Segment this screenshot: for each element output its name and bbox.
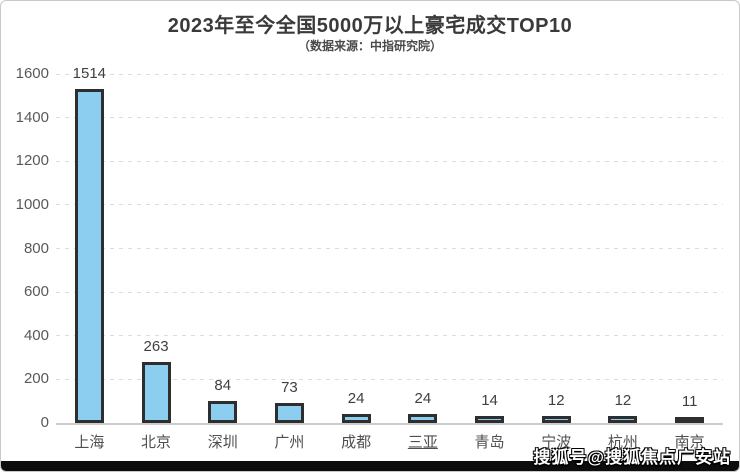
y-tick-label: 0 (40, 414, 49, 431)
x-tick-label: 三亚 (407, 434, 438, 451)
gridline (56, 73, 723, 75)
gridline (56, 117, 723, 119)
y-tick-label: 1000 (15, 195, 49, 213)
x-tick-label: 成都 (341, 434, 372, 451)
y-tick-label: 400 (23, 326, 49, 344)
bar-value-label: 24 (414, 390, 432, 407)
bar-value-label: 263 (143, 338, 169, 355)
y-tick-label: 1200 (15, 152, 49, 170)
x-tick-label: 南京 (674, 434, 705, 451)
bar-上海 (74, 89, 104, 423)
bar-青岛 (475, 416, 505, 423)
bar-南京 (675, 417, 705, 423)
bar-广州 (274, 403, 304, 423)
y-tick-label: 800 (23, 239, 49, 257)
x-tick-label: 北京 (141, 434, 172, 451)
y-tick-label: 1600 (15, 65, 49, 82)
bar-value-label: 12 (614, 392, 632, 409)
bar-成都 (341, 414, 371, 423)
gridline (56, 378, 723, 380)
x-tick-label: 广州 (274, 434, 305, 451)
gridline (56, 248, 723, 249)
y-tick-label: 200 (23, 370, 49, 388)
watermark: 搜狐号@搜狐焦点广安站 (533, 448, 731, 467)
x-tick-label: 青岛 (474, 434, 505, 451)
x-tick-label: 深圳 (207, 434, 238, 451)
bar-三亚 (408, 414, 438, 423)
chart-title: 2023年至今全国5000万以上豪宅成交TOP10 (167, 15, 573, 37)
bar-value-label: 84 (214, 377, 232, 394)
chart-subtitle: （数据来源：中指研究院） (297, 39, 442, 53)
bottom-black-bar (1, 461, 739, 471)
x-tick-label: 杭州 (607, 434, 638, 451)
bar-北京 (141, 362, 171, 423)
gridline (56, 291, 723, 293)
bar-深圳 (208, 401, 238, 423)
gridline (56, 160, 723, 162)
y-tick-label: 600 (23, 283, 49, 301)
bar-杭州 (608, 416, 638, 423)
gridline (56, 204, 723, 206)
bar-宁波 (541, 416, 571, 423)
bar-value-label: 24 (347, 390, 365, 407)
y-tick-label: 1400 (15, 108, 49, 126)
bar-value-label: 1514 (72, 65, 107, 82)
gridline (56, 335, 723, 337)
plot-area (56, 73, 723, 425)
bar-value-label: 73 (281, 379, 298, 396)
bar-value-label: 12 (547, 392, 565, 409)
x-tick-label: 宁波 (541, 434, 572, 451)
x-tick-label: 上海 (74, 434, 105, 451)
bar-value-label: 11 (681, 393, 698, 410)
bar-value-label: 14 (481, 392, 498, 409)
